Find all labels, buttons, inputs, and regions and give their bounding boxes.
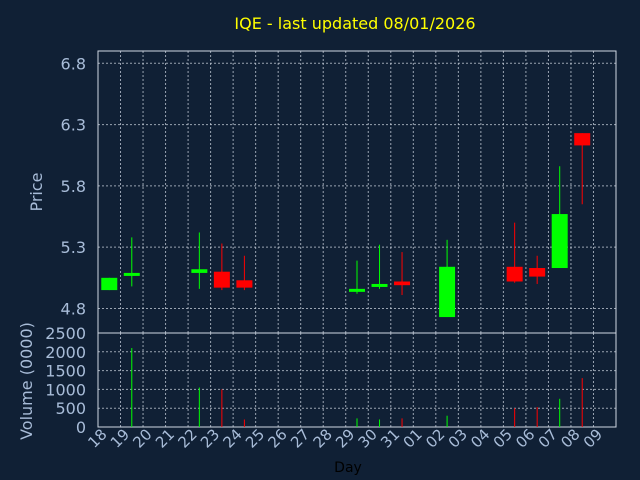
- volume-axis-label: Volume (0000): [17, 322, 36, 440]
- x-axis-label: Day: [334, 460, 362, 476]
- price-axis-label: Price: [27, 172, 46, 211]
- day-axis: 1819202122232425262728293031010203040506…: [84, 425, 606, 451]
- volume-tick-label: 0: [76, 418, 86, 437]
- volume-tick-label: 1500: [45, 362, 86, 381]
- price-grid: [98, 51, 616, 333]
- price-tick-label: 6.3: [61, 116, 86, 135]
- candle-body: [101, 277, 118, 291]
- volume-tick-label: 2000: [45, 343, 86, 362]
- candlestick-series: [101, 133, 591, 318]
- candle-body: [213, 271, 230, 288]
- candle-body: [236, 280, 253, 288]
- candle-body: [123, 272, 140, 276]
- candle-body: [551, 214, 568, 269]
- chart-title: IQE - last updated 08/01/2026: [234, 14, 475, 33]
- candle-body: [371, 283, 388, 287]
- candle-body: [506, 266, 523, 282]
- volume-tick-label: 1000: [45, 380, 86, 399]
- candle-body: [529, 268, 546, 277]
- price-axis: 4.8 5.3 5.8 6.3 6.8: [61, 54, 86, 318]
- price-tick-label: 5.8: [61, 177, 86, 196]
- candle-body: [574, 133, 591, 146]
- volume-series: [131, 348, 583, 427]
- price-tick-label: 6.8: [61, 54, 86, 73]
- candle-body: [349, 288, 365, 292]
- candle-body: [191, 269, 208, 273]
- candle-body: [439, 266, 456, 318]
- price-tick-label: 4.8: [61, 299, 86, 318]
- volume-tick-label: 2500: [45, 324, 86, 343]
- volume-tick-label: 500: [55, 399, 86, 418]
- price-tick-label: 5.3: [61, 238, 86, 257]
- candle-body: [394, 281, 411, 286]
